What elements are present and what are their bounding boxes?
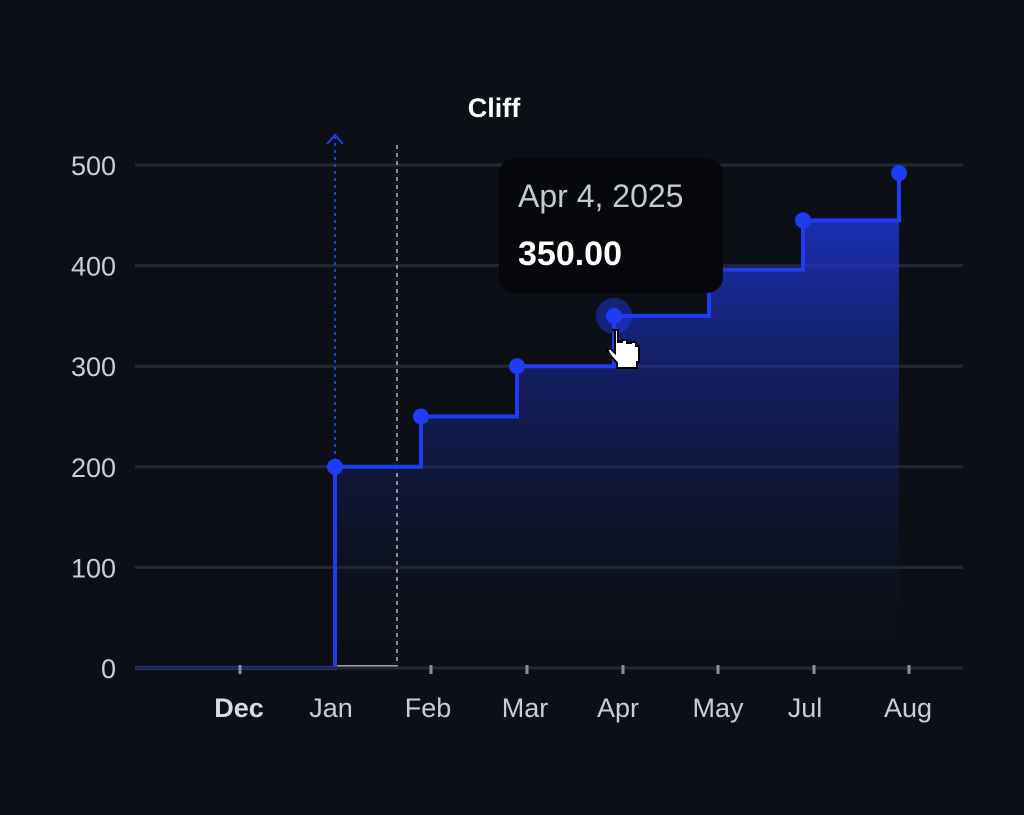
marker-layer [327,165,907,475]
x-tick-label: Dec [214,693,264,723]
area-fill [335,173,899,668]
cliff-label: Cliff [468,93,521,123]
x-tick-label: Aug [884,693,932,723]
data-point [891,165,907,182]
data-point [327,458,343,475]
x-tick-label: Jan [309,693,353,723]
x-tick-label: Apr [597,693,639,723]
arrow-up-icon [326,133,344,145]
data-point [795,212,811,229]
x-tick-label: Jul [788,693,823,723]
tooltip: Apr 4, 2025 350.00 [499,158,723,293]
y-tick-label: 0 [101,654,116,684]
axis-layer: 0 100 200 300 400 500 Dec Jan Feb Mar Apr May Jul Aug [71,151,963,723]
x-tick-label: Mar [502,693,549,723]
tooltip-value: 350.00 [518,235,622,273]
y-tick-label: 400 [71,252,116,282]
x-tick-label: Feb [405,693,452,723]
data-point [413,408,429,425]
y-tick-label: 100 [71,553,116,583]
y-tick-label: 200 [71,453,116,483]
y-tick-label: 300 [71,352,116,382]
x-tick-label: May [692,693,744,723]
area-layer [335,173,899,668]
y-tick-label: 500 [71,151,116,181]
data-point [509,358,525,375]
tooltip-date: Apr 4, 2025 [518,178,684,214]
data-point [606,307,622,324]
